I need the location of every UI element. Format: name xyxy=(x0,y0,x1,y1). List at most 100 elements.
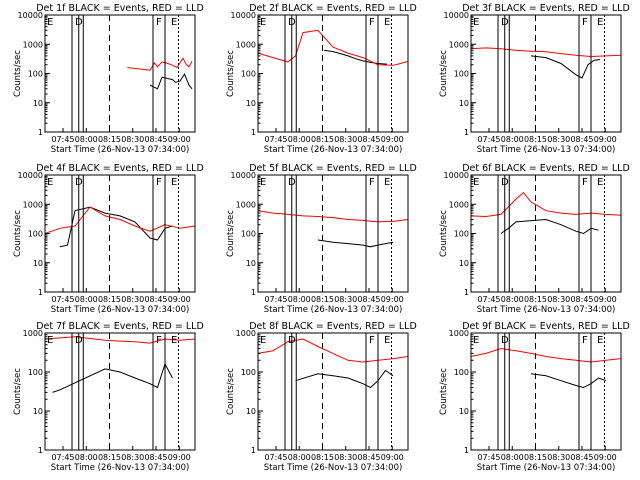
x-tick-label: 07:45 xyxy=(51,453,74,462)
marker-label: D xyxy=(288,17,296,28)
plot-frame xyxy=(470,14,622,133)
x-tick-label: 08:00 xyxy=(75,295,98,304)
marker-label: E xyxy=(384,17,390,28)
x-tick-label: 09:00 xyxy=(381,135,404,144)
series-events-line xyxy=(530,55,601,79)
y-axis-label: Counts/sec xyxy=(226,210,236,257)
x-tick-label: 08:30 xyxy=(334,135,357,144)
y-axis-label: Counts/sec xyxy=(226,50,236,97)
x-tick-label: 08:00 xyxy=(75,453,98,462)
marker-label: E xyxy=(260,177,266,188)
x-tick-label: 08:15 xyxy=(98,295,121,304)
marker-label: F xyxy=(156,177,162,188)
x-tick-label: 08:30 xyxy=(121,135,144,144)
y-tick-label: 100 xyxy=(28,368,43,377)
marker-label: D xyxy=(288,335,296,346)
marker-label: F xyxy=(369,335,375,346)
x-tick-label: 08:15 xyxy=(311,135,334,144)
x-tick-label: 08:45 xyxy=(144,453,167,462)
x-tick-label: 08:15 xyxy=(524,135,547,144)
y-tick-label: 10000 xyxy=(444,171,469,180)
y-tick-label: 1 xyxy=(251,446,256,455)
x-tick-label: 08:30 xyxy=(121,453,144,462)
marker-label: F xyxy=(369,17,375,28)
plot-frame xyxy=(44,14,196,133)
x-tick-label: 08:00 xyxy=(75,135,98,144)
y-tick-label: 100 xyxy=(28,70,43,79)
y-tick-label: 10000 xyxy=(231,11,256,20)
plot-frame xyxy=(44,174,196,293)
y-tick-label: 1 xyxy=(38,288,43,297)
y-tick-label: 1000 xyxy=(23,200,43,209)
x-tick-label: 07:45 xyxy=(264,295,287,304)
y-tick-label: 100 xyxy=(28,230,43,239)
x-axis-label: Start Time (26-Nov-13 07:34:00) xyxy=(264,305,403,315)
y-tick-label: 1 xyxy=(38,128,43,137)
x-tick-label: 08:45 xyxy=(357,453,380,462)
marker-label: D xyxy=(75,335,83,346)
y-tick-label: 1 xyxy=(464,446,469,455)
marker-label: E xyxy=(473,17,479,28)
x-tick-label: 07:45 xyxy=(51,135,74,144)
y-tick-label: 10 xyxy=(459,99,469,108)
x-axis-label: Start Time (26-Nov-13 07:34:00) xyxy=(477,145,616,155)
marker-label: E xyxy=(47,177,53,188)
plot-frame xyxy=(44,332,196,451)
x-tick-label: 08:30 xyxy=(121,295,144,304)
marker-label: E xyxy=(597,17,603,28)
series-events-line xyxy=(149,73,193,90)
series-lld-line xyxy=(470,347,622,363)
x-tick-label: 07:45 xyxy=(264,135,287,144)
marker-label: F xyxy=(369,177,375,188)
y-tick-label: 10 xyxy=(246,259,256,268)
x-axis-label: Start Time (26-Nov-13 07:34:00) xyxy=(477,463,616,473)
plot-frame xyxy=(470,174,622,293)
y-axis-label: Counts/sec xyxy=(13,368,23,415)
panel-title: Det 7f BLACK = Events, RED = LLD xyxy=(36,321,204,332)
panel-title: Det 2f BLACK = Events, RED = LLD xyxy=(249,3,417,14)
x-tick-label: 08:30 xyxy=(547,453,570,462)
marker-label: E xyxy=(260,335,266,346)
x-tick-label: 07:45 xyxy=(477,453,500,462)
marker-label: F xyxy=(156,335,162,346)
x-tick-label: 08:00 xyxy=(501,135,524,144)
marker-label: F xyxy=(582,177,588,188)
y-tick-label: 1000 xyxy=(449,329,469,338)
x-tick-label: 09:00 xyxy=(168,295,191,304)
y-tick-label: 1000 xyxy=(23,40,43,49)
series-events-line xyxy=(530,373,607,389)
marker-label: D xyxy=(501,17,509,28)
panel-title: Det 9f BLACK = Events, RED = LLD xyxy=(462,321,630,332)
y-axis-label: Counts/sec xyxy=(439,368,449,415)
x-tick-label: 08:45 xyxy=(570,453,593,462)
x-tick-label: 08:15 xyxy=(311,295,334,304)
marker-label: E xyxy=(260,17,266,28)
y-tick-label: 1000 xyxy=(236,40,256,49)
panel-title: Det 3f BLACK = Events, RED = LLD xyxy=(462,3,630,14)
panel-title: Det 4f BLACK = Events, RED = LLD xyxy=(36,163,204,174)
y-tick-label: 10 xyxy=(33,99,43,108)
y-tick-label: 10000 xyxy=(444,11,469,20)
series-lld-line xyxy=(257,29,409,66)
x-tick-label: 09:00 xyxy=(168,453,191,462)
y-tick-label: 1000 xyxy=(236,329,256,338)
marker-label: F xyxy=(582,335,588,346)
y-tick-label: 1000 xyxy=(236,200,256,209)
y-tick-label: 10000 xyxy=(18,11,43,20)
x-axis-label: Start Time (26-Nov-13 07:34:00) xyxy=(51,145,190,155)
x-tick-label: 08:15 xyxy=(524,453,547,462)
y-tick-label: 10 xyxy=(33,259,43,268)
x-tick-label: 08:30 xyxy=(334,453,357,462)
series-events-line xyxy=(52,362,173,393)
x-tick-label: 08:45 xyxy=(144,295,167,304)
x-tick-label: 08:15 xyxy=(524,295,547,304)
x-tick-label: 08:45 xyxy=(570,295,593,304)
y-axis-label: Counts/sec xyxy=(13,50,23,97)
y-tick-label: 100 xyxy=(454,230,469,239)
